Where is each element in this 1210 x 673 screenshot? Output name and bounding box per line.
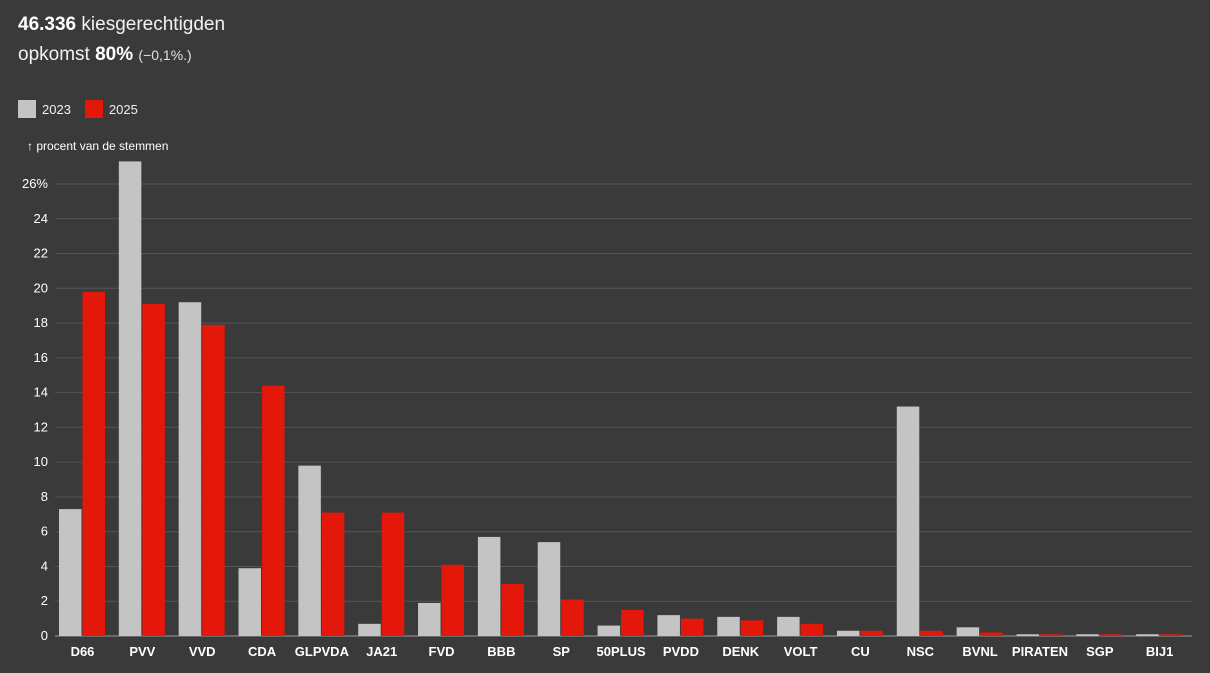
legend-label-2023: 2023	[42, 101, 71, 117]
bar-2023-ja21[interactable]	[358, 623, 381, 636]
y-tick-label: 6	[41, 524, 48, 539]
bar-2025-bvnl[interactable]	[980, 632, 1003, 636]
turnout-change: (−0,1%.)	[138, 47, 192, 63]
chart-legend: 2023 2025	[18, 100, 152, 118]
bar-2025-cda[interactable]	[262, 385, 285, 636]
x-tick-label-nsc: NSC	[907, 644, 935, 659]
bar-2025-cu[interactable]	[860, 630, 883, 636]
legend-item-2023: 2023	[18, 100, 71, 118]
x-tick-label-bvnl: BVNL	[962, 644, 997, 659]
bar-2023-bbb[interactable]	[477, 536, 501, 636]
x-tick-label-sgp: SGP	[1086, 644, 1114, 659]
bar-2025-ja21[interactable]	[381, 512, 405, 636]
legend-item-2025: 2025	[84, 100, 138, 118]
bar-2025-bbb[interactable]	[501, 583, 524, 636]
bar-2025-pvv[interactable]	[142, 303, 165, 636]
legend-label-2025: 2025	[108, 101, 138, 117]
bar-2025-piraten[interactable]	[1039, 634, 1063, 636]
bar-2025-vvd[interactable]	[202, 324, 225, 636]
bar-2025-denk[interactable]	[740, 620, 764, 636]
grid-lines	[55, 183, 1192, 637]
y-tick-label: 26%	[22, 176, 48, 191]
bar-2025-nsc[interactable]	[920, 630, 943, 636]
bar-2025-fvd[interactable]	[441, 564, 465, 636]
x-tick-label-cda: CDA	[248, 644, 277, 659]
bar-2025-d66[interactable]	[82, 291, 106, 636]
y-tick-label: 12	[34, 419, 48, 434]
bar-2023-bvnl[interactable]	[956, 627, 980, 636]
x-tick-label-d66: D66	[71, 644, 95, 659]
turnout-label: opkomst	[18, 44, 90, 65]
bar-2025-50plus[interactable]	[621, 609, 644, 636]
x-tick-label-denk: DENK	[722, 644, 759, 659]
chart-header: 46.336 kiesgerechtigden opkomst 80% (−0,…	[18, 10, 225, 70]
x-tick-label-piraten: PIRATEN	[1012, 644, 1068, 659]
bar-2023-glpvda[interactable]	[298, 465, 321, 636]
bar-2023-pvv[interactable]	[118, 161, 142, 636]
bar-2023-denk[interactable]	[717, 616, 740, 636]
bar-2023-bij1[interactable]	[1136, 634, 1159, 636]
x-tick-label-ja21: JA21	[366, 644, 397, 659]
bar-2025-sgp[interactable]	[1099, 634, 1123, 636]
turnout-value: 80%	[95, 44, 134, 65]
legend-swatch-2025	[84, 100, 103, 118]
bar-2023-nsc[interactable]	[896, 406, 920, 636]
bar-2023-piraten[interactable]	[1016, 634, 1039, 636]
bar-2025-volt[interactable]	[800, 623, 824, 636]
bar-2023-50plus[interactable]	[597, 625, 621, 636]
x-tick-label-fvd: FVD	[429, 644, 455, 659]
x-tick-label-bij1: BIJ1	[1146, 644, 1173, 659]
y-tick-label: 22	[34, 246, 48, 261]
bar-2023-fvd[interactable]	[418, 602, 441, 636]
x-tick-label-pvdd: PVDD	[663, 644, 699, 659]
bar-2025-glpvda[interactable]	[321, 512, 345, 636]
x-tick-label-cu: CU	[851, 644, 870, 659]
x-axis-ticks: D66 PVV VVD CDA GLPVDA JA21 FVD BBB SP 50PLUS PVDD…	[71, 644, 1174, 659]
y-axis-label: ↑ procent van de stemmen	[27, 139, 168, 153]
x-tick-label-vvd: VVD	[189, 644, 216, 659]
y-tick-label: 0	[41, 628, 48, 643]
x-tick-label-glpvda: GLPVDA	[295, 644, 350, 659]
y-tick-label: 18	[34, 315, 48, 330]
turnout-line: opkomst 80% (−0,1%.)	[18, 40, 225, 70]
bar-2023-d66[interactable]	[59, 509, 82, 636]
y-tick-label: 14	[34, 385, 48, 400]
voters-label: kiesgerechtigden	[81, 14, 226, 35]
y-tick-label: 16	[34, 350, 48, 365]
y-tick-label: 8	[41, 489, 48, 504]
voters-line: 46.336 kiesgerechtigden	[18, 10, 225, 40]
bar-2025-sp[interactable]	[561, 599, 584, 636]
y-tick-label: 10	[34, 454, 48, 469]
x-tick-label-volt: VOLT	[784, 644, 818, 659]
bars	[59, 161, 1183, 636]
x-tick-label-bbb: BBB	[487, 644, 515, 659]
bar-2023-vvd[interactable]	[178, 302, 202, 636]
bar-2023-sp[interactable]	[537, 542, 561, 636]
bar-2025-pvdd[interactable]	[680, 618, 704, 636]
voters-value: 46.336	[18, 14, 77, 35]
y-tick-label: 24	[34, 211, 48, 226]
bar-2023-cu[interactable]	[836, 630, 860, 636]
legend-swatch-2023	[18, 100, 36, 118]
x-tick-label-pvv: PVV	[129, 644, 155, 659]
bar-2023-pvdd[interactable]	[657, 615, 680, 636]
bar-2023-cda[interactable]	[238, 568, 262, 636]
bar-2023-volt[interactable]	[777, 616, 800, 636]
bar-2025-bij1[interactable]	[1159, 634, 1183, 636]
bar-2023-sgp[interactable]	[1076, 634, 1099, 636]
y-tick-label: 4	[41, 558, 48, 573]
y-tick-label: 20	[34, 280, 48, 295]
x-tick-label-50plus: 50PLUS	[597, 644, 646, 659]
x-tick-label-sp: SP	[553, 644, 571, 659]
y-tick-label: 2	[41, 593, 48, 608]
